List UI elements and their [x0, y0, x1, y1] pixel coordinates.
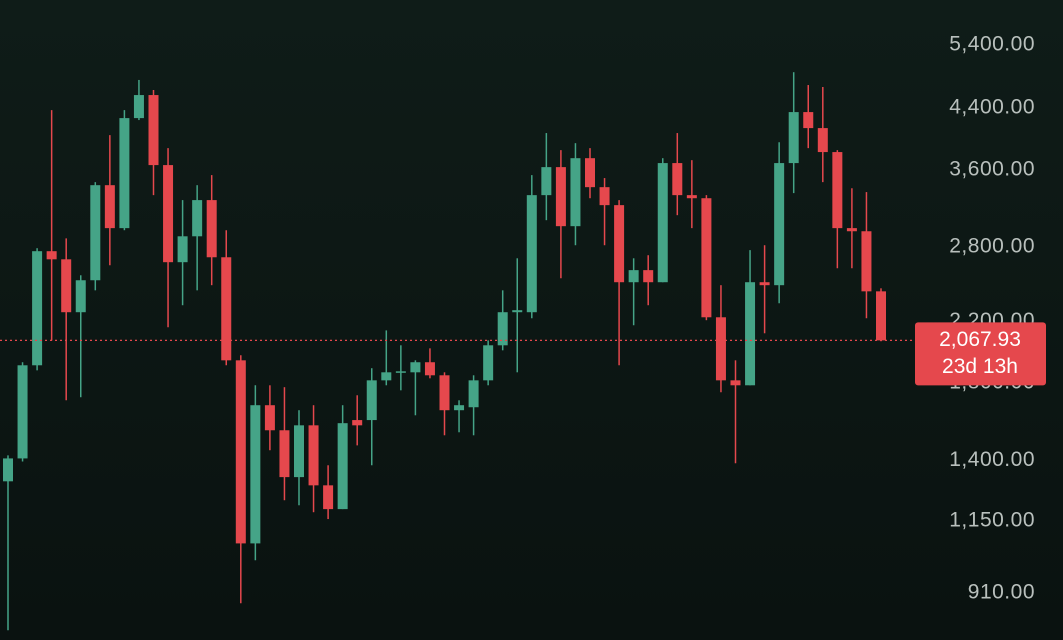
- candle-body: [410, 362, 421, 373]
- candle-body: [294, 425, 304, 478]
- candle-body: [119, 118, 130, 229]
- candle-body: [337, 423, 348, 510]
- candle-body: [424, 362, 435, 376]
- y-tick-label: 4,400.00: [949, 96, 1035, 119]
- candle-body: [585, 158, 595, 188]
- candle-body: [104, 185, 115, 229]
- countdown-label: 23d 13h: [942, 355, 1018, 378]
- price-label-box: [915, 322, 1046, 386]
- candle-body: [3, 458, 13, 482]
- candle-body: [715, 317, 726, 381]
- candle-body: [221, 257, 232, 361]
- candle-body: [279, 430, 290, 478]
- candle-body: [846, 228, 857, 232]
- candle-body: [497, 312, 508, 346]
- candle-body: [672, 163, 683, 196]
- candle-body: [686, 195, 697, 199]
- candle-body: [526, 195, 537, 313]
- candle-body: [17, 365, 28, 459]
- candle-body: [614, 205, 625, 283]
- candle-body: [454, 405, 465, 411]
- candle-body: [366, 380, 377, 421]
- y-tick-label: 5,400.00: [949, 33, 1035, 56]
- candles: [3, 72, 886, 631]
- y-axis: 5,400.004,400.003,600.002,800.002,200.00…: [949, 33, 1035, 604]
- candle-body: [599, 187, 610, 206]
- candle-body: [90, 185, 101, 281]
- candle-body: [250, 405, 261, 544]
- y-tick-label: 3,600.00: [949, 157, 1035, 180]
- candle-body: [832, 152, 843, 229]
- candle-body: [395, 371, 406, 373]
- candle-body: [75, 280, 86, 313]
- candle-body: [177, 236, 188, 263]
- candle-body: [774, 163, 785, 286]
- candle-body: [61, 259, 72, 313]
- price-overlay: 2,067.93 23d 13h: [0, 322, 1046, 386]
- y-tick-label: 1,400.00: [949, 448, 1035, 471]
- candle-body: [206, 200, 217, 258]
- candle-body: [439, 375, 450, 411]
- candle-body: [788, 112, 799, 164]
- candle-body: [730, 380, 741, 386]
- candle-body: [745, 282, 756, 386]
- candle-body: [133, 95, 144, 119]
- candle-body: [32, 251, 43, 366]
- candle-body: [352, 420, 363, 426]
- candle-body: [46, 251, 57, 260]
- candle-body: [192, 200, 203, 237]
- y-tick-label: 1,150.00: [949, 508, 1035, 531]
- candle-body: [163, 165, 174, 263]
- candle-body: [628, 270, 639, 283]
- candle-body: [308, 425, 319, 486]
- candle-body: [323, 485, 334, 510]
- y-tick-label: 2,800.00: [949, 235, 1035, 258]
- candle-body: [657, 163, 668, 283]
- candle-body: [555, 167, 566, 227]
- candle-body: [148, 95, 159, 166]
- candle-body: [570, 158, 581, 227]
- candle-body: [817, 128, 828, 153]
- candle-body: [701, 198, 712, 318]
- candle-body: [512, 310, 523, 313]
- candle-body: [759, 282, 770, 286]
- candle-body: [381, 372, 392, 381]
- candle-body: [235, 360, 246, 544]
- candle-body: [876, 291, 886, 341]
- candle-body: [264, 405, 275, 431]
- candle-body: [541, 167, 552, 196]
- price-label: 2,067.93: [939, 328, 1021, 351]
- candle-body: [643, 270, 654, 283]
- candle-body: [861, 231, 872, 292]
- candle-body: [468, 380, 479, 408]
- candle-body: [803, 112, 814, 129]
- y-tick-label: 910.00: [968, 581, 1035, 604]
- candle-body: [483, 345, 494, 381]
